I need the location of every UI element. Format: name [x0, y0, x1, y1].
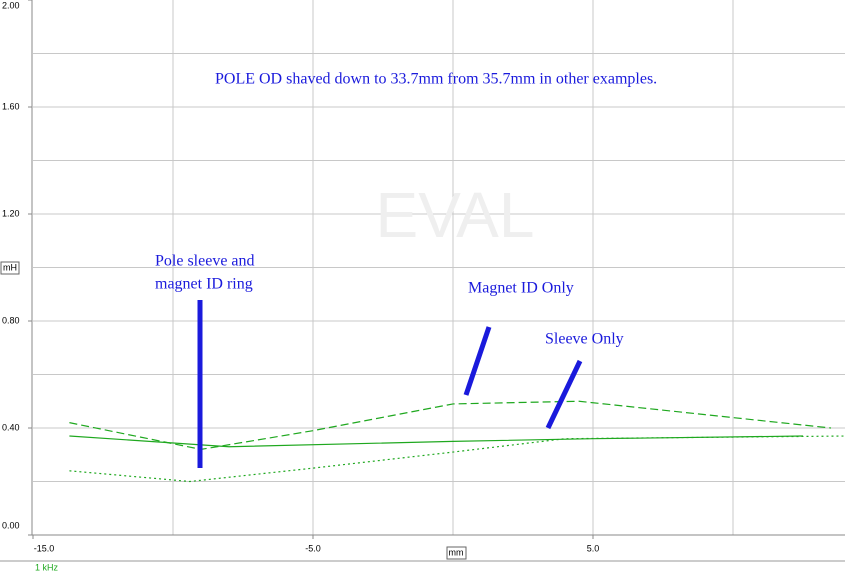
- x-tick-label: 5.0: [587, 543, 600, 553]
- y-tick-label: 0.80: [2, 315, 20, 325]
- x-axis-label: mm: [449, 547, 464, 557]
- annotation: Magnet ID Only: [468, 280, 574, 297]
- watermark: EVAL: [376, 179, 535, 251]
- y-tick-label: 1.60: [2, 101, 20, 111]
- y-label-box: [0, 261, 20, 275]
- x-tick-label: -15.0: [34, 543, 55, 553]
- x-tick-label: -5.0: [305, 543, 321, 553]
- annotation: Sleeve Only: [545, 331, 624, 348]
- y-axis-label: mH: [3, 262, 17, 272]
- x-label-box: [446, 546, 467, 560]
- annotation: Pole sleeve and: [155, 253, 255, 270]
- y-tick-label: 1.20: [2, 208, 20, 218]
- annotation: POLE OD shaved down to 33.7mm from 35.7m…: [215, 71, 657, 88]
- pointer: [545, 359, 583, 430]
- annotation: magnet ID ring: [155, 276, 253, 293]
- pointer: [463, 326, 492, 396]
- y-tick-label: 0.00: [2, 520, 20, 530]
- grid: [33, 0, 845, 535]
- y-tick-label: 0.40: [2, 422, 20, 432]
- footer: 1 kHz: [35, 562, 59, 572]
- series-line: [69, 435, 845, 483]
- y-tick-label: 2.00: [2, 0, 20, 10]
